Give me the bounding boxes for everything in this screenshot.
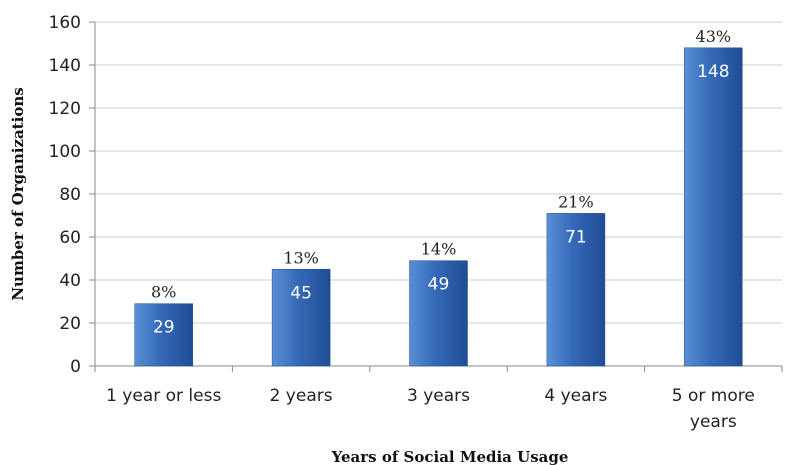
- x-tick-label: 1 year or less: [106, 386, 221, 406]
- y-axis-title: Number of Organizations: [9, 87, 27, 300]
- y-tick-label: 140: [49, 56, 81, 76]
- x-tick-label: 4 years: [544, 386, 607, 406]
- bar-percent-label: 14%: [421, 240, 457, 259]
- bar-value-label: 49: [428, 275, 450, 295]
- y-tick-label: 0: [70, 357, 81, 377]
- bar: [271, 269, 331, 367]
- y-tick-label: 120: [49, 99, 81, 119]
- y-tick-label: 80: [59, 185, 81, 205]
- bars: [134, 47, 743, 367]
- x-axis-title: Years of Social Media Usage: [331, 448, 569, 465]
- y-tick-label: 40: [59, 271, 81, 291]
- y-tick-label: 100: [49, 142, 81, 162]
- x-tick-label: 2 years: [270, 386, 333, 406]
- gridlines: [95, 21, 782, 324]
- x-tick-label: 3 years: [407, 386, 470, 406]
- bar-percent-label: 43%: [696, 27, 732, 46]
- x-tick-label: 5 or more years: [672, 386, 755, 432]
- bar-percent-label: 21%: [558, 192, 594, 211]
- bar-percent-label: 8%: [151, 283, 176, 302]
- bar: [684, 47, 743, 367]
- y-tick-label: 60: [59, 228, 81, 248]
- y-tick-label: 20: [59, 314, 81, 334]
- bar-value-label: 45: [290, 283, 312, 303]
- bar: [134, 303, 193, 367]
- bar-percent-label: 13%: [283, 248, 319, 267]
- bar: [546, 213, 606, 367]
- bar-value-label: 148: [697, 62, 729, 82]
- axes: [89, 21, 783, 372]
- bar-value-label: 29: [153, 318, 175, 338]
- labels: 0 20 40 60 80 100 120 140 160 29 8% 1 year or less 4…: [49, 13, 755, 432]
- bar: [409, 260, 468, 367]
- y-tick-label: 160: [49, 13, 81, 33]
- bar-value-label: 71: [565, 227, 587, 247]
